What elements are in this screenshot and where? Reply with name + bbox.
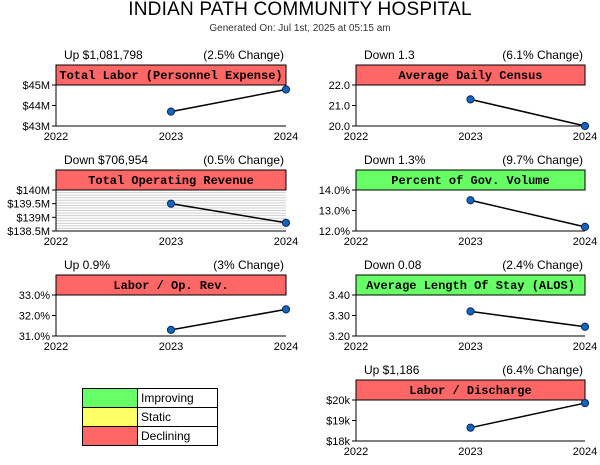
series-line (470, 98, 586, 127)
y-tick-label: $45M (22, 80, 50, 92)
data-point (580, 222, 590, 231)
legend-item: Declining (83, 426, 217, 445)
y-tick-label: 14.0% (319, 185, 350, 197)
y-tick-label: $20k (326, 395, 350, 407)
legend-label: Static (141, 410, 172, 424)
x-tick-label: 2023 (458, 131, 482, 143)
chart-title: Total Operating Revenue (88, 174, 254, 188)
change-text: Up $1,186 (364, 363, 420, 377)
y-tick-label: 20.0 (329, 121, 350, 133)
series-line (170, 88, 287, 113)
change-text: Down $706,954 (64, 153, 148, 167)
series-line (470, 199, 586, 228)
page-title: INDIAN PATH COMMUNITY HOSPITAL (128, 0, 472, 20)
series-line (470, 310, 586, 328)
chart-title: Average Length Of Stay (ALOS) (366, 279, 575, 293)
data-point (580, 121, 590, 131)
data-point (466, 196, 475, 205)
chart-title: Labor / Discharge (409, 384, 531, 398)
y-tick-label: 31.0% (19, 331, 50, 343)
x-tick-label: 2024 (573, 131, 597, 143)
x-tick-label: 2023 (159, 131, 183, 143)
y-tick-label: 3.30 (329, 311, 350, 323)
x-tick-label: 2022 (44, 131, 68, 143)
y-tick-label: $19k (326, 416, 350, 428)
change-text: Down 1.3 (364, 48, 415, 62)
chart-title: Labor / Op. Rev. (113, 279, 228, 293)
y-tick-label: $44M (22, 101, 50, 113)
data-point (166, 199, 176, 208)
x-tick-label: 2022 (344, 341, 368, 353)
y-tick-label: $139M (16, 212, 50, 224)
data-point (466, 307, 475, 316)
x-tick-label: 2022 (344, 236, 368, 248)
series-line (170, 308, 287, 331)
series-line (470, 402, 586, 429)
x-tick-label: 2023 (159, 341, 183, 353)
data-point (281, 218, 291, 227)
legend-swatch (83, 427, 138, 445)
legend-swatch (83, 408, 138, 426)
change-text: Up $1,081,798 (64, 48, 143, 62)
legend-label: Improving (141, 391, 194, 405)
data-point (166, 325, 176, 334)
y-tick-label: $139.5M (7, 199, 50, 211)
y-tick-label: 32.0% (19, 311, 50, 323)
x-tick-label: 2024 (573, 446, 597, 458)
x-tick-label: 2022 (44, 236, 68, 248)
x-tick-label: 2022 (44, 341, 68, 353)
y-tick-label: 12.0% (319, 226, 350, 238)
data-point (281, 85, 291, 94)
chart-title: Percent of Gov. Volume (391, 174, 549, 188)
y-tick-label: 21.0 (329, 101, 350, 113)
x-tick-label: 2024 (274, 236, 298, 248)
percent-change-text: (2.4% Change) (502, 258, 583, 272)
y-tick-label: 3.40 (329, 290, 350, 302)
legend-item: Improving (83, 389, 217, 407)
x-tick-label: 2023 (159, 236, 183, 248)
y-tick-label: 3.20 (329, 331, 350, 343)
x-tick-label: 2024 (573, 341, 597, 353)
change-text: Up 0.9% (64, 258, 110, 272)
chart-title: Total Labor (Personnel Expense) (59, 69, 282, 83)
x-tick-label: 2023 (458, 446, 482, 458)
x-tick-label: 2024 (274, 341, 298, 353)
percent-change-text: (0.5% Change) (203, 153, 284, 167)
y-tick-label: $43M (22, 121, 50, 133)
change-text: Down 0.08 (364, 258, 422, 272)
x-tick-label: 2022 (344, 131, 368, 143)
y-tick-label: $18k (326, 436, 350, 448)
data-point (580, 322, 590, 331)
data-point (466, 95, 475, 104)
data-point (281, 305, 291, 314)
percent-change-text: (6.4% Change) (502, 363, 583, 377)
y-tick-label: $140M (16, 185, 50, 197)
x-tick-label: 2022 (344, 446, 368, 458)
legend-item: Static (83, 407, 217, 426)
x-tick-label: 2024 (573, 236, 597, 248)
x-tick-label: 2023 (458, 236, 482, 248)
x-tick-label: 2024 (274, 131, 298, 143)
legend-swatch (83, 389, 138, 407)
legend-label: Declining (141, 429, 191, 443)
y-tick-label: 22.0 (329, 80, 350, 92)
data-point (166, 107, 176, 116)
x-tick-label: 2023 (458, 341, 482, 353)
percent-change-text: (2.5% Change) (203, 48, 284, 62)
series-line (170, 202, 287, 224)
chart-title: Average Daily Census (398, 69, 542, 83)
data-point (580, 398, 590, 408)
percent-change-text: (6.1% Change) (502, 48, 583, 62)
y-tick-label: 33.0% (19, 290, 50, 302)
change-text: Down 1.3% (364, 153, 426, 167)
data-point (466, 423, 475, 432)
y-tick-label: 13.0% (319, 206, 350, 218)
generated-timestamp: Generated On: Jul 1st, 2025 at 05:15 am (209, 23, 391, 34)
y-tick-label: $138.5M (7, 226, 50, 238)
status-legend: Improving Static Declining (82, 388, 218, 446)
percent-change-text: (9.7% Change) (502, 153, 583, 167)
percent-change-text: (3% Change) (213, 258, 284, 272)
